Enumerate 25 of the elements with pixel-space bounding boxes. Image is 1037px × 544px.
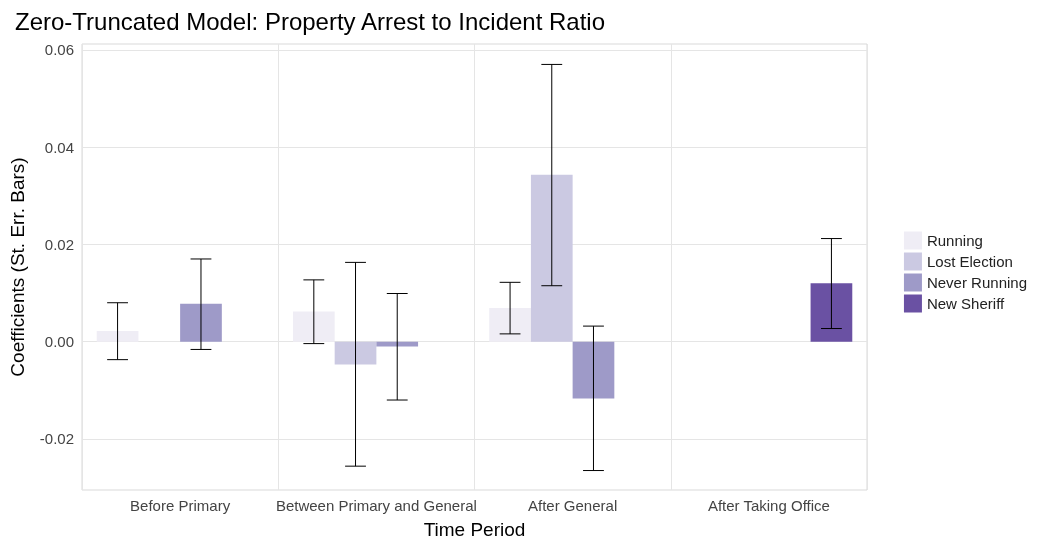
legend-label: Lost Election (926, 253, 1013, 270)
bar (376, 341, 419, 347)
bar (810, 283, 853, 342)
x-tick-label: Between Primary and General (275, 497, 477, 514)
x-tick-label: After Taking Office (707, 497, 830, 514)
bar (572, 341, 615, 399)
y-axis-title: Coefficients (St. Err. Bars) (7, 157, 28, 377)
y-tick-label: 0.06 (44, 41, 74, 59)
legend-label: Never Running (926, 274, 1028, 291)
legend-label: New Sheriff (926, 295, 1006, 312)
bar (292, 311, 335, 342)
chart-title: Zero-Truncated Model: Property Arrest to Incident Ratio (15, 7, 606, 35)
bar (334, 341, 377, 365)
bar (96, 330, 139, 342)
x-tick-label: Before Primary (130, 497, 231, 514)
y-tick-label: 0.04 (44, 138, 74, 156)
y-tick-label: 0.02 (44, 235, 74, 253)
bar (180, 303, 222, 342)
y-tick-label: 0.00 (44, 333, 74, 351)
x-tick-label: After General (528, 497, 618, 514)
bar (530, 174, 573, 342)
legend-label: Running (926, 232, 983, 249)
x-axis-title: Time Period (423, 519, 526, 540)
y-tick-label: -0.02 (39, 430, 74, 448)
bar (489, 308, 531, 342)
